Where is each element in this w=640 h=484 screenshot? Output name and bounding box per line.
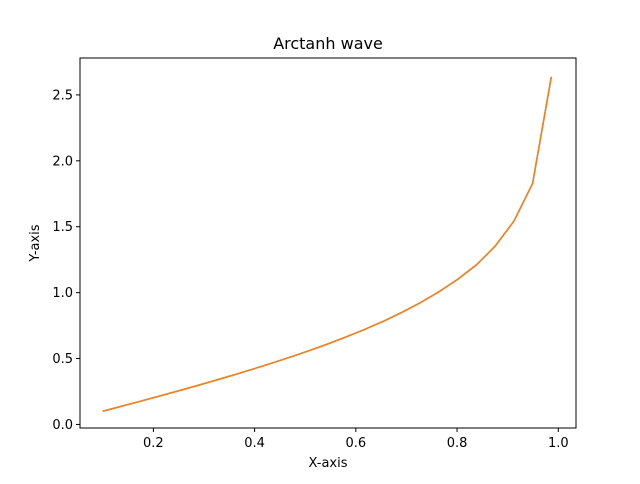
x-axis-ticks: 0.2 0.4 0.6 0.8 1.0	[143, 428, 569, 451]
x-axis-label: X-axis	[309, 456, 348, 471]
y-tick-label: 1.0	[52, 286, 73, 301]
series-line-2	[102, 76, 553, 412]
y-tick-label: 2.0	[52, 154, 73, 169]
x-tick-label: 0.6	[345, 436, 366, 451]
axes-frame	[79, 57, 577, 429]
y-axis-ticks: 0.0 0.5 1.0 1.5 2.0 2.5	[52, 88, 80, 433]
y-tick-label: 0.5	[52, 352, 73, 367]
x-tick-label: 0.8	[447, 436, 468, 451]
x-tick-label: 0.4	[244, 436, 265, 451]
y-tick-label: 2.5	[52, 88, 73, 103]
x-tick-label: 1.0	[548, 436, 569, 451]
chart-title: Arctanh wave	[273, 34, 383, 53]
x-tick-label: 0.2	[143, 436, 164, 451]
y-axis-label: Y-axis	[28, 224, 43, 262]
series-layer	[102, 76, 553, 412]
y-tick-label: 1.5	[52, 220, 73, 235]
y-tick-label: 0.0	[52, 418, 73, 433]
